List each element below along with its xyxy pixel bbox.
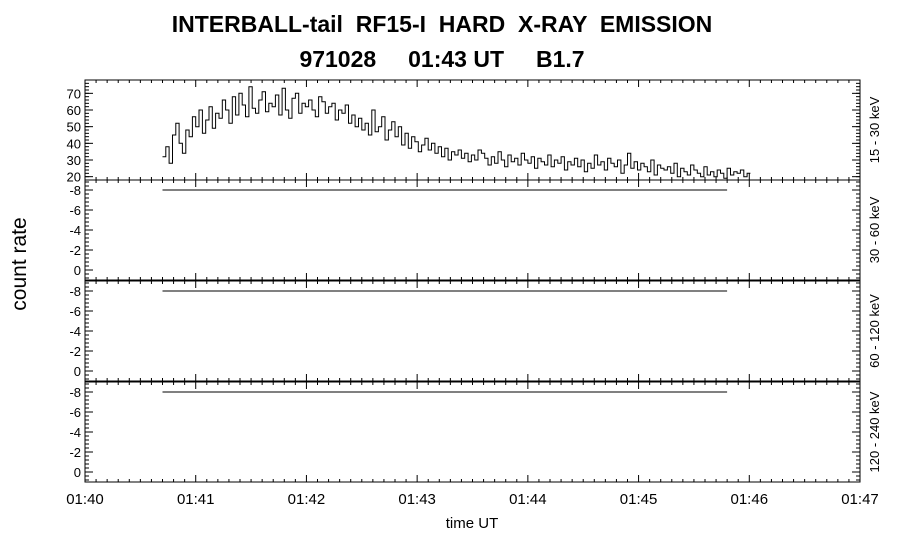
- x-tick-label: 01:47: [841, 491, 879, 508]
- y-tick-label: -6: [69, 203, 81, 218]
- x-tick-label: 01:44: [509, 491, 547, 508]
- chart-title: INTERBALL-tail RF15-I HARD X-RAY EMISSIO…: [171, 11, 713, 37]
- series-line: [162, 86, 751, 179]
- panel-frame: [84, 381, 861, 483]
- y-tick-label: -8: [69, 183, 81, 198]
- y-tick-label: 0: [74, 263, 81, 278]
- y-axis-label: count rate: [8, 217, 31, 310]
- y-tick-label: 50: [67, 120, 81, 135]
- x-axis-label: time UT: [446, 515, 499, 532]
- y-tick-label: -8: [69, 385, 81, 400]
- y-tick-label: -4: [69, 324, 81, 339]
- y-tick-label: 30: [67, 153, 81, 168]
- y-tick-label: 70: [67, 86, 81, 101]
- y-tick-label: -6: [69, 405, 81, 420]
- x-tick-label: 01:41: [177, 491, 215, 508]
- panel-energy-label: 30 - 60 keV: [867, 196, 882, 263]
- panel-energy-label: 60 - 120 keV: [867, 294, 882, 368]
- panel-frame: [84, 179, 861, 281]
- y-tick-label: 20: [67, 170, 81, 185]
- y-tick-label: -6: [69, 304, 81, 319]
- panel-energy-label: 15 - 30 keV: [867, 96, 882, 163]
- x-tick-label: 01:43: [398, 491, 436, 508]
- y-tick-label: 0: [74, 465, 81, 480]
- y-tick-label: -2: [69, 344, 81, 359]
- panel-energy-label: 120 - 240 keV: [867, 391, 882, 472]
- y-tick-label: 0: [74, 364, 81, 379]
- y-tick-label: -4: [69, 425, 81, 440]
- y-tick-label: -8: [69, 284, 81, 299]
- x-tick-label: 01:45: [620, 491, 658, 508]
- y-tick-label: -2: [69, 445, 81, 460]
- y-tick-label: -4: [69, 223, 81, 238]
- panel-frame: [84, 280, 861, 382]
- y-tick-label: 40: [67, 136, 81, 151]
- y-tick-label: 60: [67, 103, 81, 118]
- panel-frame: [84, 79, 861, 181]
- x-tick-label: 01:42: [288, 491, 326, 508]
- x-tick-label: 01:40: [66, 491, 104, 508]
- x-tick-label: 01:46: [731, 491, 769, 508]
- chart-subtitle: 971028 01:43 UT B1.7: [299, 46, 585, 72]
- y-tick-label: -2: [69, 243, 81, 258]
